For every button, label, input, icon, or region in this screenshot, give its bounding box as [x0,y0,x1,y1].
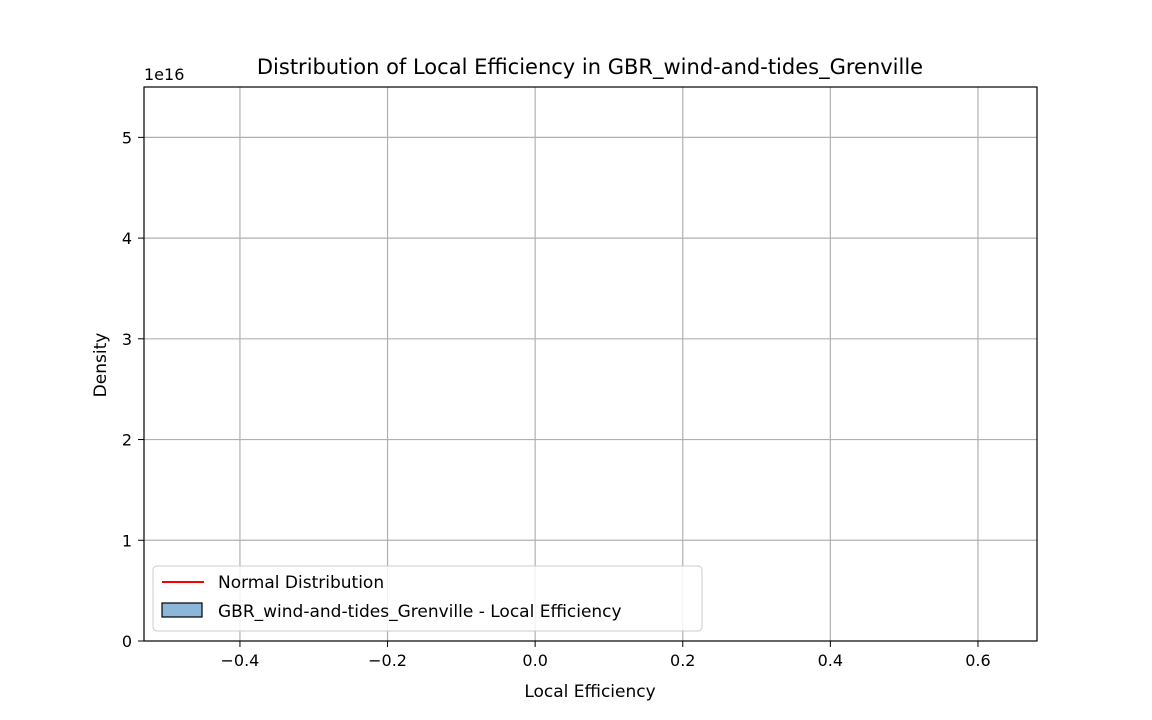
x-tick-label: 0.4 [818,651,843,670]
legend-normal-label: Normal Distribution [218,573,384,593]
legend-histogram-patch [161,602,203,618]
x-axis-label: Local Efficiency [524,682,655,702]
plot-area-frame [143,86,1038,642]
x-tick-label: −0.4 [221,651,260,670]
y-axis-ticks: 0 1 2 3 4 5 [122,128,144,651]
x-tick-label: 0.6 [965,651,990,670]
y-tick-label: 0 [122,632,132,651]
x-axis-ticks: −0.4 −0.2 0.0 0.2 0.4 0.6 [221,641,991,670]
x-tick-label: 0.2 [670,651,695,670]
y-tick-label: 4 [122,229,132,248]
y-tick-label: 3 [122,330,132,349]
chart-title: Distribution of Local Efficiency in GBR_… [257,55,923,80]
x-tick-label: −0.2 [368,651,407,670]
legend-histogram-label: GBR_wind-and-tides_Grenville - Local Eff… [218,602,622,622]
y-tick-label: 1 [122,531,132,550]
grid-lines [144,87,1037,641]
x-tick-label: 0.0 [522,651,547,670]
legend: Normal Distribution GBR_wind-and-tides_G… [152,565,703,632]
y-tick-label: 5 [122,128,132,147]
y-tick-label: 2 [122,431,132,450]
y-axis-label: Density [91,333,111,398]
legend-box [152,565,703,632]
y-axis-offset-label: 1e16 [144,65,184,84]
